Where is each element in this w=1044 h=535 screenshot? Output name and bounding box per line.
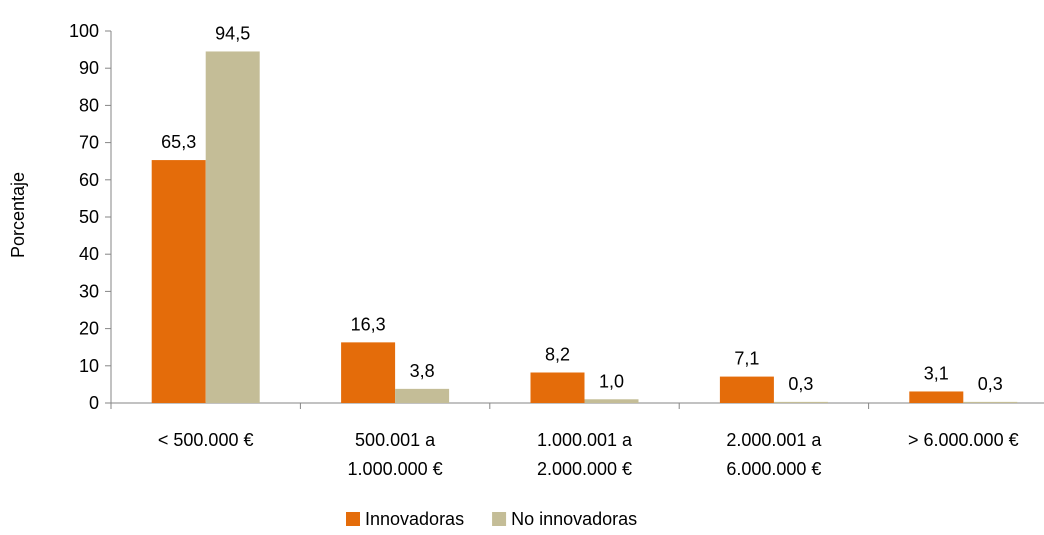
- bar: [395, 388, 450, 403]
- y-tick-label: 30: [79, 281, 99, 301]
- y-tick-label: 40: [79, 244, 99, 264]
- bar: [584, 399, 639, 403]
- bar: [963, 401, 1018, 403]
- data-label: 1,0: [599, 371, 624, 391]
- y-tick-label: 70: [79, 133, 99, 153]
- category-label: 500.001 a: [355, 430, 436, 450]
- bar: [341, 342, 396, 403]
- bar: [530, 372, 585, 403]
- x-axis: [110, 402, 1044, 409]
- legend-label: No innovadoras: [511, 509, 637, 529]
- category-label: 1.000.001 a: [537, 430, 633, 450]
- data-label: 94,5: [215, 23, 250, 43]
- legend-swatch: [346, 512, 360, 526]
- data-label: 0,3: [978, 374, 1003, 394]
- data-label: 8,2: [545, 344, 570, 364]
- y-axis: 0 10 20 30 40 50 60 70 80 90 100: [69, 21, 112, 413]
- y-tick-label: 60: [79, 170, 99, 190]
- data-label: 65,3: [161, 132, 196, 152]
- y-tick-label: 10: [79, 356, 99, 376]
- y-tick-label: 100: [69, 21, 99, 41]
- data-label: 3,1: [924, 363, 949, 383]
- y-axis-title: Porcentaje: [8, 172, 28, 258]
- data-label: 16,3: [351, 314, 386, 334]
- y-tick-label: 0: [89, 393, 99, 413]
- data-label: 3,8: [410, 361, 435, 381]
- bars: [151, 51, 1018, 404]
- legend-swatch: [492, 512, 507, 526]
- y-tick-label: 90: [79, 58, 99, 78]
- data-labels: 65,3 94,5 16,3 3,8 8,2 1,0 7,1 0,3 3,1 0,3: [161, 23, 1003, 393]
- legend: Innovadoras No innovadoras: [346, 509, 637, 529]
- data-label: 0,3: [788, 374, 813, 394]
- y-tick-label: 80: [79, 95, 99, 115]
- category-label: < 500.000 €: [158, 430, 254, 450]
- category-label: 2.000.001 a: [726, 430, 822, 450]
- bar: [151, 160, 206, 403]
- category-label: 6.000.000 €: [726, 459, 821, 479]
- category-labels: < 500.000 € 500.001 a 1.000.000 € 1.000.001…: [158, 430, 1019, 479]
- bar: [719, 376, 774, 403]
- bar: [909, 391, 964, 403]
- legend-label: Innovadoras: [365, 509, 464, 529]
- category-label: 2.000.000 €: [537, 459, 632, 479]
- category-label: > 6.000.000 €: [908, 430, 1019, 450]
- y-tick-label: 20: [79, 319, 99, 339]
- bar: [773, 401, 828, 403]
- y-tick-label: 50: [79, 207, 99, 227]
- data-label: 7,1: [734, 349, 759, 369]
- category-label: 1.000.000 €: [348, 459, 443, 479]
- bar: [205, 51, 260, 404]
